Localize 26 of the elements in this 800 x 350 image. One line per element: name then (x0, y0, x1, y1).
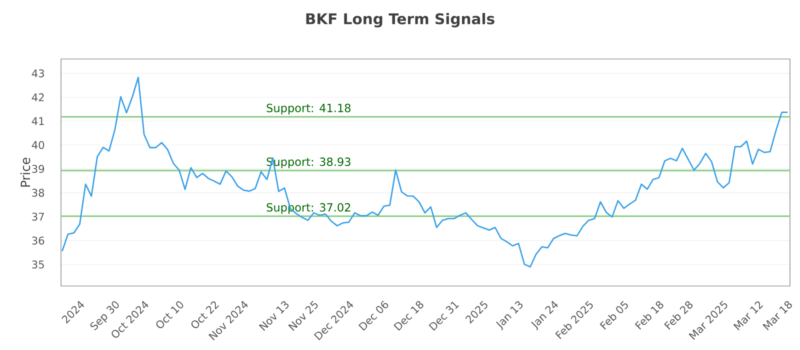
x-tick-label: Dec 31 (428, 302, 460, 331)
y-tick-label: 35 (32, 260, 44, 268)
y-tick-label: 41 (32, 117, 44, 125)
chart-title: BKF Long Term Signals (306, 12, 494, 28)
x-tick-label: Mar 12 (733, 301, 764, 330)
x-tick-label: Jan 24 (531, 300, 558, 330)
y-tick-label: 36 (32, 236, 44, 245)
x-tick-label: Dec 06 (358, 300, 388, 331)
x-tick-label: Feb 18 (634, 301, 664, 330)
x-tick-label: Mar 18 (762, 301, 792, 330)
line-series (61, 76, 788, 268)
y-axis-title: Price (20, 158, 30, 187)
x-tick-label: Oct 10 (156, 301, 184, 328)
y-tick-label: 40 (32, 141, 44, 149)
x-tick-label: Dec 18 (394, 301, 424, 331)
y-tick-label: 37 (32, 212, 44, 221)
y-tick-label: 39 (32, 164, 44, 173)
y-tick-label: 43 (32, 69, 44, 78)
x-tick-label: Feb 05 (600, 300, 628, 330)
x-tick-label: Oct 22 (191, 301, 220, 328)
x-tick-label: Sep 30 (90, 301, 119, 330)
x-tick-label: Feb 28 (664, 301, 693, 330)
x-tick-label: Jan 13 (496, 301, 523, 330)
y-tick-label: 42 (32, 93, 44, 102)
ref-line-label: Support: 41.18 (266, 104, 350, 114)
y-tick-label: 38 (32, 188, 44, 197)
